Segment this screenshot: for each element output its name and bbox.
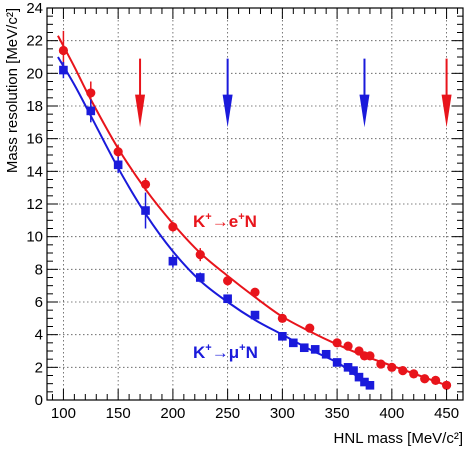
electron-data-point [409,369,419,379]
fit-curves [57,35,447,387]
muon-data-point [354,372,364,382]
y-tick-label: 18 [26,98,43,115]
data-points [58,30,452,390]
axis-ticks [47,7,463,401]
electron-data-point [58,45,69,56]
muon-data-point [223,294,232,304]
arrow-head [441,94,452,128]
annot-e-sup1: + [205,211,211,223]
arrow-head [222,94,233,128]
x-tick-label: 400 [379,405,404,422]
annot-e-sup2: + [238,211,244,223]
annot-mu-sup2: + [239,342,245,354]
electron-data-point [168,222,178,232]
annot-e-tail: N [245,212,257,231]
y-tick-label: 16 [26,131,43,148]
muon-data-point [59,65,68,75]
x-tick-label: 100 [51,405,76,422]
y-tick-label: 20 [26,65,43,82]
muon-data-point [299,343,309,353]
muon-data-point [195,273,205,282]
grid [47,7,463,401]
y-axis-label: Mass resolution [MeV/c²] [4,8,21,173]
muon-data-point [332,358,342,367]
arrow-head [359,94,370,128]
muon-data-point [168,256,178,266]
annot-mu-sup1: + [205,342,211,354]
x-tick-label: 450 [434,405,459,422]
electron-data-point [431,375,441,385]
y-tick-label: 12 [26,196,43,213]
annot-mu-tail: N [246,343,258,362]
x-axis-label: HNL mass [MeV/c²] [334,430,463,447]
x-tick-label: 150 [106,405,131,422]
y-tick-label: 0 [35,392,43,409]
muon-data-point [278,332,287,341]
electron-data-point [195,250,205,260]
muon-data-point [289,338,298,348]
muon-data-point [86,106,96,116]
electron-data-point [113,147,123,157]
electron-data-point [140,179,151,189]
electron-data-point [365,351,375,361]
muon-data-point [250,310,260,320]
x-tick-label: 300 [270,405,295,422]
y-tick-label: 6 [35,294,43,311]
muon-data-point [310,345,320,354]
y-tick-label: 10 [26,229,43,246]
y-tick-label: 24 [26,0,43,17]
arrow-head [135,94,146,128]
electron-data-point [387,362,397,372]
muon-data-point [365,381,375,390]
muon-data-point [343,363,353,372]
electron-data-point [343,341,353,351]
mass-arrows [135,58,452,128]
muon-data-point [360,377,369,387]
electron-data-point [332,338,342,348]
electron-data-point [441,380,452,390]
electron-channel-label: K+→e+N [193,211,257,231]
x-tick-labels: 100 150 200 250 300 350 400 450 [51,405,459,422]
y-tick-label: 2 [35,359,43,376]
electron-data-point [86,88,96,98]
y-tick-label: 8 [35,261,43,278]
electron-data-point [398,366,408,376]
annot-mu-mid: →μ [212,343,239,362]
muon-channel-label: K+→μ+N [193,342,258,362]
muon-data-point [141,206,150,215]
electron-fit-curve [57,35,447,387]
electron-data-point [250,287,260,297]
annot-e-mid: →e [212,212,238,231]
x-tick-label: 350 [325,405,350,422]
muon-data-point [113,160,123,170]
electron-data-point [420,374,430,384]
electron-data-point [277,313,287,323]
electron-data-point [223,276,233,286]
x-tick-label: 250 [215,405,240,422]
y-tick-label: 22 [26,33,43,50]
y-tick-label: 4 [35,327,43,344]
annot-mu-k: K [193,343,206,362]
electron-data-point [305,323,315,333]
electron-data-point [376,359,386,369]
annot-e-k: K [193,212,206,231]
muon-data-point [349,366,358,375]
muon-data-point [321,349,331,359]
y-tick-label: 14 [26,163,43,180]
x-tick-label: 200 [160,405,185,422]
